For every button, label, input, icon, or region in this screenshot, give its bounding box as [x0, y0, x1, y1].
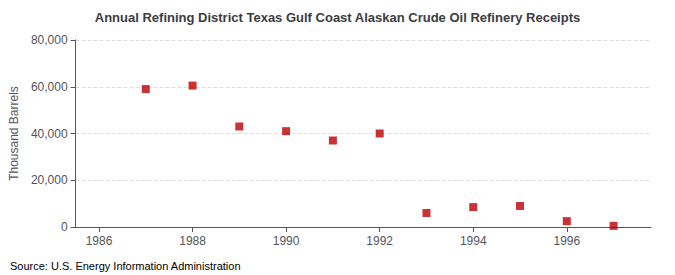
svg-text:Annual Refining District Texas: Annual Refining District Texas Gulf Coas… [95, 10, 580, 25]
svg-text:60,000: 60,000 [31, 80, 68, 94]
svg-text:Source: U.S. Energy Informatio: Source: U.S. Energy Information Administ… [10, 260, 241, 272]
svg-text:80,000: 80,000 [31, 33, 68, 47]
svg-text:1986: 1986 [86, 234, 113, 248]
svg-text:1992: 1992 [366, 234, 393, 248]
svg-text:0: 0 [61, 220, 68, 234]
svg-text:20,000: 20,000 [31, 173, 68, 187]
svg-text:1996: 1996 [553, 234, 580, 248]
svg-text:Thousand Barrels: Thousand Barrels [7, 86, 21, 181]
svg-text:1990: 1990 [273, 234, 300, 248]
svg-text:1994: 1994 [460, 234, 487, 248]
svg-text:40,000: 40,000 [31, 127, 68, 141]
svg-text:1988: 1988 [179, 234, 206, 248]
